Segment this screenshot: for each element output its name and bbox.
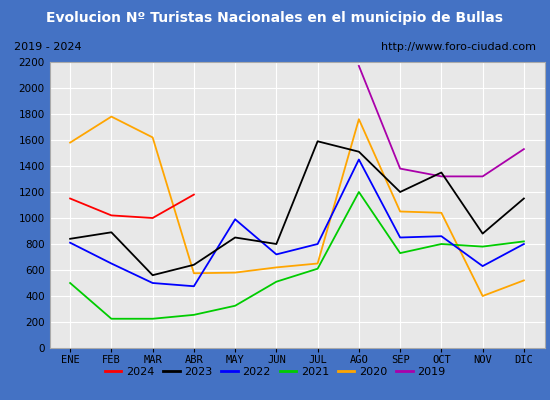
Legend: 2024, 2023, 2022, 2021, 2020, 2019: 2024, 2023, 2022, 2021, 2020, 2019 — [100, 362, 450, 382]
Text: http://www.foro-ciudad.com: http://www.foro-ciudad.com — [381, 42, 536, 52]
Text: 2019 - 2024: 2019 - 2024 — [14, 42, 81, 52]
Text: Evolucion Nº Turistas Nacionales en el municipio de Bullas: Evolucion Nº Turistas Nacionales en el m… — [47, 11, 503, 25]
